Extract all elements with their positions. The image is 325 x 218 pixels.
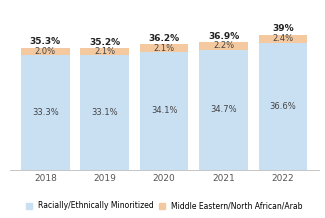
Text: 2.1%: 2.1% bbox=[94, 47, 115, 56]
Bar bbox=[21, 54, 70, 170]
Bar bbox=[258, 43, 307, 170]
Text: 35.2%: 35.2% bbox=[89, 37, 120, 47]
Text: 2.2%: 2.2% bbox=[213, 41, 234, 50]
Text: 33.1%: 33.1% bbox=[91, 108, 118, 117]
Text: 2.0%: 2.0% bbox=[35, 47, 56, 56]
Text: 34.7%: 34.7% bbox=[210, 105, 237, 114]
Text: 35.3%: 35.3% bbox=[30, 37, 61, 46]
Text: 36.2%: 36.2% bbox=[149, 34, 180, 43]
Text: 36.9%: 36.9% bbox=[208, 32, 239, 41]
Text: 39%: 39% bbox=[272, 24, 294, 33]
Bar bbox=[80, 48, 129, 55]
Bar bbox=[140, 52, 188, 170]
Legend: Racially/Ethnically Minoritized, Middle Eastern/North African/Arab: Racially/Ethnically Minoritized, Middle … bbox=[26, 201, 302, 210]
Bar bbox=[258, 35, 307, 43]
Bar bbox=[199, 50, 248, 170]
Bar bbox=[140, 44, 188, 52]
Bar bbox=[80, 55, 129, 170]
Text: 2.1%: 2.1% bbox=[154, 44, 175, 53]
Bar bbox=[21, 48, 70, 54]
Text: 2.4%: 2.4% bbox=[272, 34, 293, 43]
Text: 34.1%: 34.1% bbox=[151, 106, 177, 115]
Text: 33.3%: 33.3% bbox=[32, 108, 59, 117]
Bar bbox=[199, 42, 248, 50]
Text: 36.6%: 36.6% bbox=[269, 102, 296, 111]
